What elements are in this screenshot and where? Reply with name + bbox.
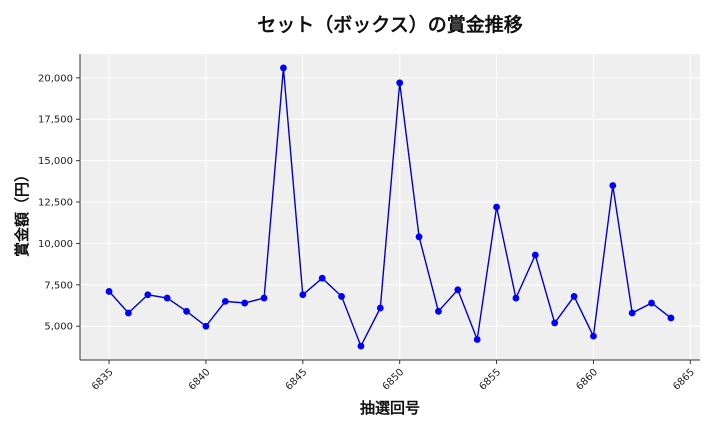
y-tick-label: 17,500	[38, 115, 73, 126]
series-line-group	[105, 64, 675, 350]
y-tick-label: 15,000	[38, 156, 73, 167]
data-point	[144, 291, 152, 299]
x-tick-label: 6835	[90, 367, 116, 393]
y-tick-label: 20,000	[38, 73, 73, 84]
data-point	[163, 294, 171, 302]
x-tick-label: 6860	[574, 367, 600, 393]
y-tick-label: 12,500	[38, 198, 73, 209]
data-point	[280, 64, 287, 72]
data-point	[473, 336, 481, 343]
data-point	[551, 319, 559, 327]
data-point	[299, 291, 307, 299]
data-point	[221, 297, 229, 305]
data-point	[648, 299, 655, 307]
x-tick-label: 6865	[671, 367, 697, 393]
data-point	[590, 332, 597, 340]
plot-area	[80, 54, 700, 360]
series-line	[108, 67, 672, 348]
y-axis-label: 賞金額（円）	[13, 167, 31, 257]
data-point	[454, 286, 462, 294]
data-point	[493, 203, 500, 211]
data-point	[338, 293, 345, 300]
grid-lines	[80, 54, 700, 360]
data-point	[570, 293, 578, 300]
data-point	[376, 304, 384, 312]
data-point	[531, 251, 539, 259]
x-tick-label: 6840	[187, 367, 213, 393]
x-axis-label: 抽選回号	[360, 399, 420, 417]
x-tick-label: 6845	[284, 367, 310, 393]
data-point	[667, 314, 675, 322]
x-tick-label: 6855	[477, 367, 503, 393]
data-point	[318, 274, 326, 282]
y-tick-label: 10,000	[38, 239, 73, 250]
x-tick-label: 6850	[381, 367, 407, 393]
data-point	[202, 322, 210, 330]
data-point	[609, 182, 617, 189]
data-point	[105, 288, 113, 295]
y-tick-label: 5,000	[44, 322, 73, 333]
data-point	[415, 233, 423, 241]
data-point	[357, 342, 365, 350]
chart-title: セット（ボックス）の賞金推移	[257, 13, 522, 36]
data-point	[396, 79, 404, 87]
data-point	[260, 294, 268, 302]
data-point	[125, 309, 132, 317]
data-point	[241, 299, 249, 307]
data-point	[435, 307, 442, 315]
data-point	[628, 309, 636, 317]
axes	[76, 54, 700, 364]
data-point	[183, 307, 190, 315]
data-point	[512, 294, 520, 302]
y-tick-label: 7,500	[44, 280, 73, 291]
